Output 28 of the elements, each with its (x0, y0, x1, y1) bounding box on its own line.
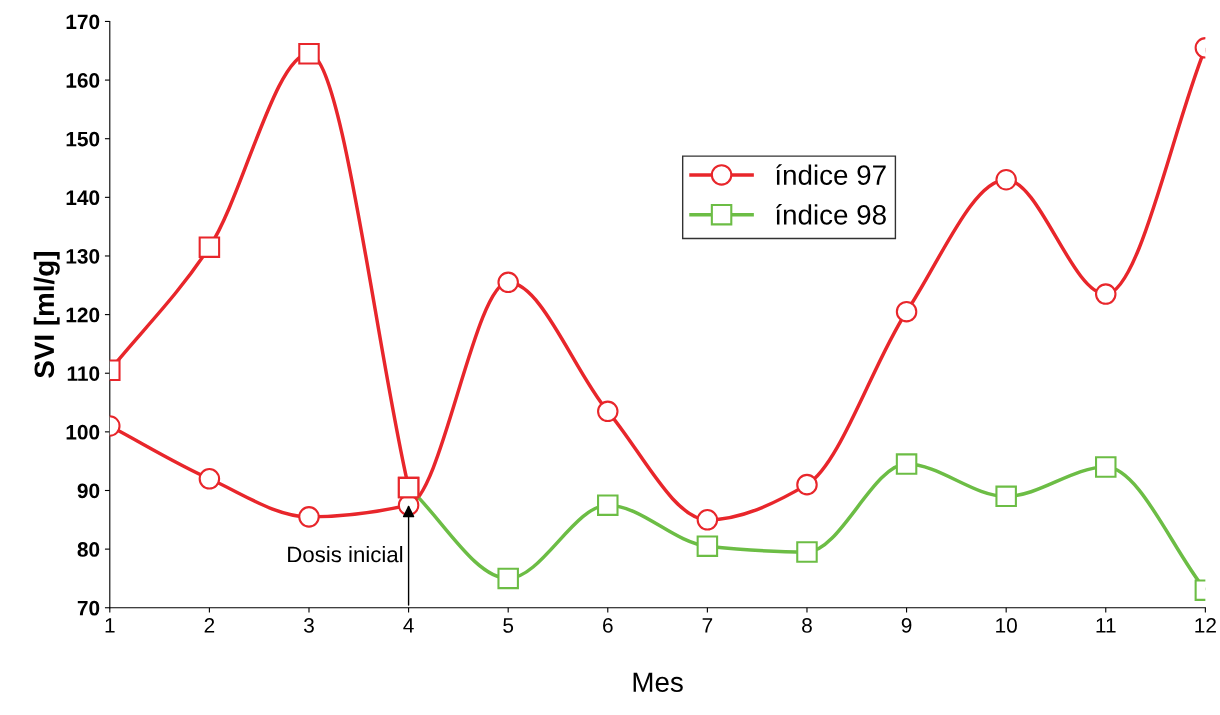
y-tick-label: 80 (77, 542, 100, 557)
y-tick-label: 170 (66, 14, 100, 30)
x-tick-label: 3 (303, 618, 314, 633)
x-tick-label: 9 (901, 618, 912, 633)
x-tick-label: 1 (105, 618, 115, 633)
y-tick-label: 150 (66, 131, 100, 147)
y-tick-label: 70 (77, 600, 100, 616)
annotation: Dosis inicial (288, 545, 403, 563)
y-tick-label: 160 (66, 73, 100, 88)
x-tick-label: 11 (1096, 618, 1116, 633)
y-tick-label: 130 (66, 248, 100, 264)
x-tick-label: 6 (603, 618, 613, 633)
y-tick-label: 120 (66, 307, 100, 323)
x-tick-label: 2 (204, 618, 215, 633)
legend-label: índice 98 (776, 203, 886, 225)
y-tick-label: 90 (77, 483, 100, 499)
x-tick-label: 12 (1195, 618, 1216, 633)
y-axis-title: SVI [ml/g] (33, 252, 60, 378)
x-tick-label: 7 (702, 618, 713, 633)
x-tick-label: 5 (503, 618, 514, 633)
x-tick-label: 8 (802, 618, 812, 633)
y-tick-label: 140 (66, 190, 100, 206)
x-tick-label: 4 (403, 618, 414, 633)
x-axis-title: Mes (633, 672, 683, 693)
legend-label: índice 97 (776, 164, 886, 185)
y-tick-label: 110 (67, 366, 100, 381)
x-tick-label: 10 (996, 618, 1017, 633)
y-tick-label: 100 (66, 424, 100, 440)
